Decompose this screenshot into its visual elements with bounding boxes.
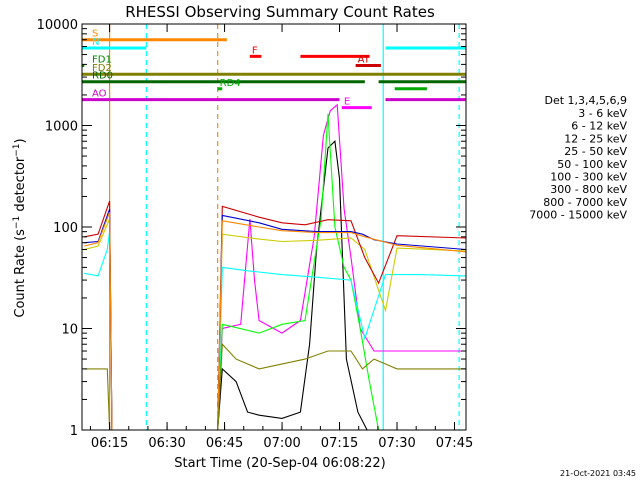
series-line-1	[84, 103, 466, 430]
y-axis-label: Count Rate (s−1 detector−1)	[12, 138, 28, 317]
y-axis-label-part1: Count Rate (s	[13, 229, 28, 318]
legend-entry-8: 7000 - 15000 keV	[529, 209, 627, 222]
flag-label-s: S	[92, 29, 98, 40]
y-tick-label-0: 1	[70, 424, 78, 439]
x-tick-label-4: 07:15	[321, 436, 358, 451]
flag-label-f: F	[252, 45, 258, 56]
series-line-3	[84, 231, 466, 430]
series-line-8	[84, 342, 466, 430]
flag-label-at: AT	[358, 55, 371, 66]
chart-title: RHESSI Observing Summary Count Rates	[125, 3, 435, 21]
x-tick-label-6: 07:45	[436, 436, 473, 451]
x-tick-label-5: 07:30	[378, 436, 415, 451]
y-axis-label-part2: detector	[13, 156, 28, 216]
legend-entry-5: 100 - 300 keV	[550, 171, 627, 184]
y-tick-label-4: 10000	[37, 18, 78, 33]
y-tick-label-3: 1000	[45, 120, 78, 135]
series-line-5	[84, 200, 466, 430]
series-line-2	[84, 113, 466, 430]
series-line-4	[84, 218, 466, 430]
y-axis-label-sup2: −1	[12, 143, 22, 156]
legend-entry-0: 3 - 6 keV	[578, 107, 627, 120]
x-tick-label-3: 07:00	[263, 436, 300, 451]
y-axis-label-sup1: −1	[12, 216, 22, 229]
flag-label-rd0: RD0	[92, 71, 113, 82]
x-tick-label-1: 06:30	[148, 436, 185, 451]
flag-label-e: E	[344, 97, 350, 108]
x-tick-label-2: 06:45	[206, 436, 243, 451]
y-tick-label-2: 100	[53, 221, 78, 236]
legend-title: Det 1,3,4,5,6,9	[544, 94, 627, 107]
series-line-0	[84, 140, 466, 430]
x-axis-label: Start Time (20-Sep-04 06:08:22)	[174, 456, 385, 471]
flag-label-fd2: FD2	[92, 63, 112, 74]
y-axis-label-part3: )	[13, 138, 28, 143]
legend-entry-2: 12 - 25 keV	[564, 132, 627, 145]
flag-label-fd1: FD1	[92, 55, 112, 66]
legend-entry-4: 50 - 100 keV	[557, 158, 627, 171]
series-line-6	[84, 208, 466, 430]
flag-label-n: N	[92, 37, 99, 48]
footer-date: 21-Oct-2021 03:45	[560, 469, 636, 478]
legend-entry-3: 25 - 50 keV	[564, 145, 627, 158]
y-axis: 1 10 100 1000 10000	[37, 18, 466, 439]
flag-label-rd4: RD4	[220, 78, 241, 89]
y-tick-label-1: 10	[61, 323, 78, 338]
legend-entry-1: 6 - 12 keV	[571, 120, 627, 133]
legend-entry-7: 800 - 7000 keV	[543, 196, 627, 209]
x-tick-label-0: 06:15	[91, 436, 128, 451]
flag-label-ao: AO	[92, 89, 107, 100]
legend-entry-6: 300 - 800 keV	[550, 183, 627, 196]
series-line-7	[84, 212, 466, 430]
x-axis: 06:15 06:30 06:45 07:00 07:15 07:30 07:45	[89, 24, 473, 451]
